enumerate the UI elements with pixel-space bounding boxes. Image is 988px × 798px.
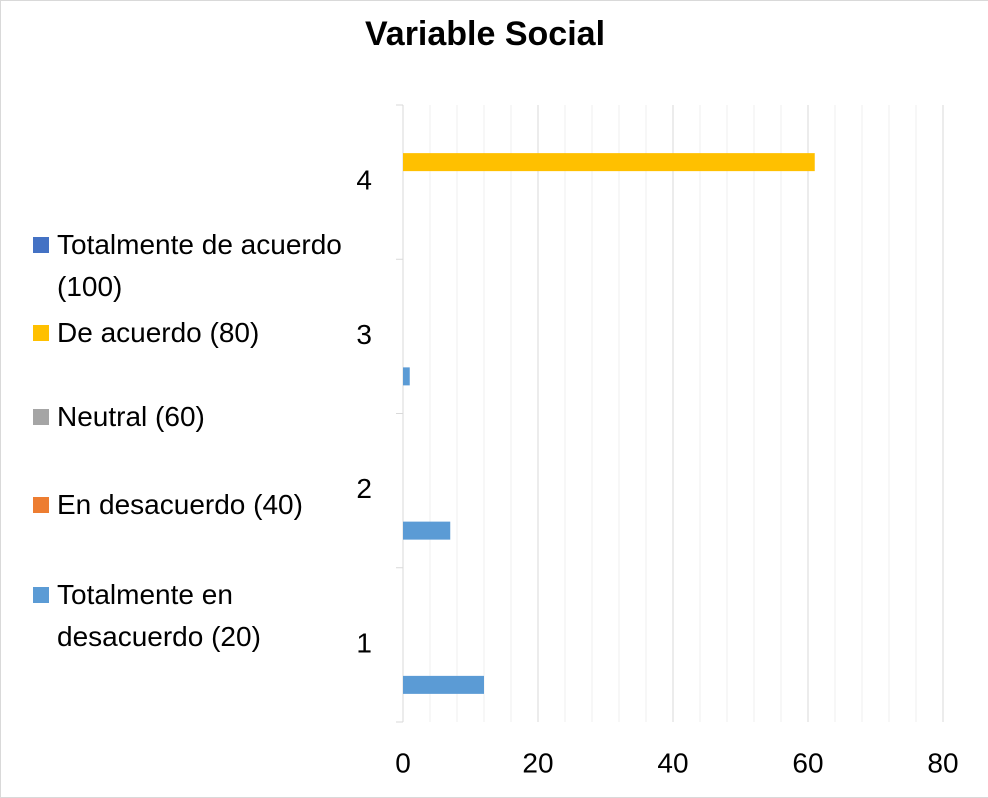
legend-swatch — [33, 237, 49, 253]
legend-swatch — [33, 587, 49, 603]
legend-label: Totalmente en desacuerdo (20) — [57, 579, 261, 652]
legend-label: De acuerdo (80) — [57, 317, 260, 348]
legend-label: En desacuerdo (40) — [57, 489, 303, 520]
bar — [403, 521, 451, 540]
x-tick-label: 0 — [395, 747, 411, 778]
x-tick-label: 60 — [792, 747, 823, 778]
bar — [403, 675, 484, 694]
legend-swatch — [33, 325, 49, 341]
bar — [403, 153, 815, 172]
legend-item: En desacuerdo (40) — [33, 484, 363, 526]
x-tick-label: 80 — [927, 747, 958, 778]
legend-item: Totalmente en desacuerdo (20) — [33, 574, 363, 658]
y-tick-label: 4 — [356, 165, 372, 196]
y-tick-label: 2 — [356, 473, 372, 504]
legend-item: De acuerdo (80) — [33, 312, 363, 354]
y-tick-label: 3 — [356, 319, 372, 350]
chart-title: Variable Social — [365, 15, 605, 53]
legend-label: Neutral (60) — [57, 401, 205, 432]
legend-item: Neutral (60) — [33, 396, 363, 438]
x-tick-label: 40 — [657, 747, 688, 778]
x-tick-label: 20 — [522, 747, 553, 778]
y-tick-label: 1 — [356, 627, 372, 658]
bar — [403, 367, 410, 386]
legend-label: Totalmente de acuerdo (100) — [57, 229, 342, 302]
legend-swatch — [33, 409, 49, 425]
legend-swatch — [33, 497, 49, 513]
legend-item: Totalmente de acuerdo (100) — [33, 224, 363, 308]
